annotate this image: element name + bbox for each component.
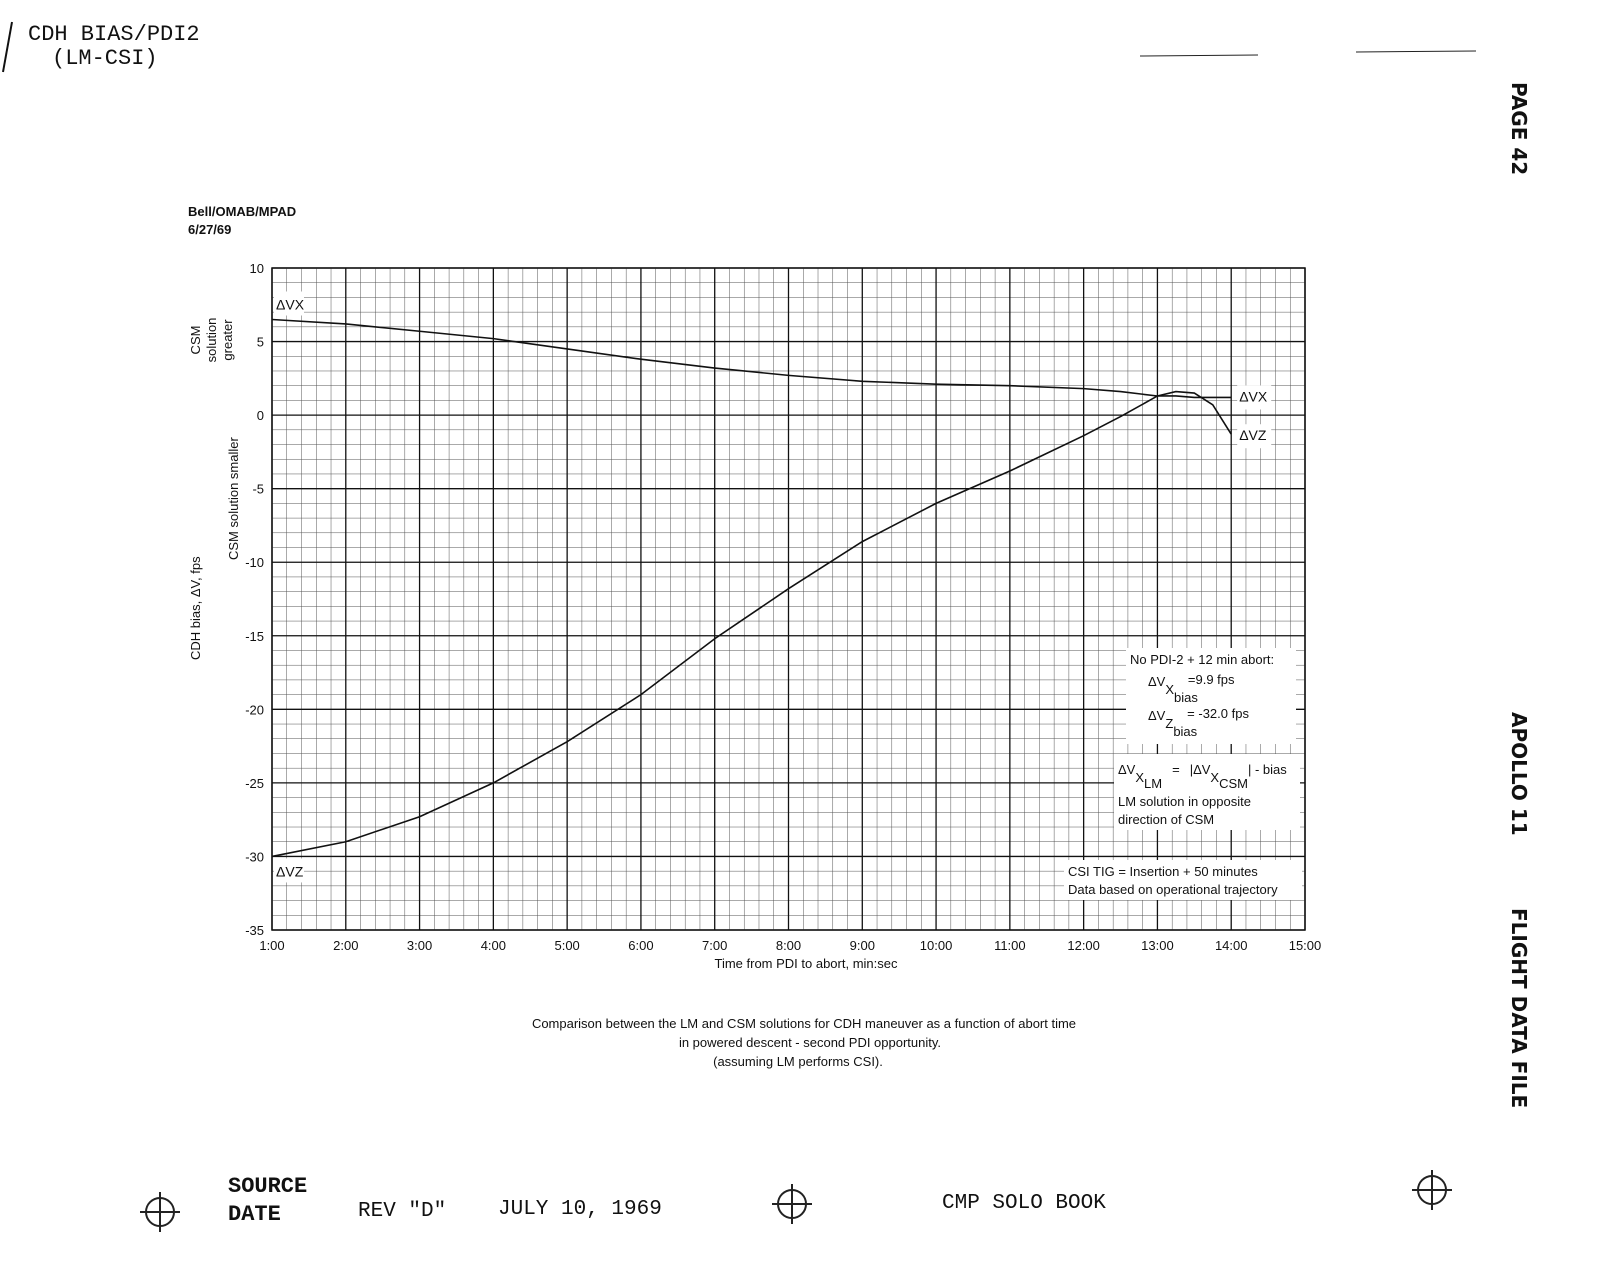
y-tick-label: -15 <box>245 629 264 644</box>
header-subtitle: (LM-CSI) <box>52 46 158 71</box>
header-title: CDH BIAS/PDI2 <box>28 22 200 47</box>
book-name: FLIGHT DATA FILE <box>1507 908 1531 1108</box>
annotation-text: Data based on operational trajectory <box>1068 882 1278 897</box>
series-label-bg <box>1237 385 1272 410</box>
x-tick-label: 11:00 <box>994 938 1026 953</box>
y-tick-label: -5 <box>252 482 264 497</box>
annotation-text: No PDI-2 + 12 min abort: <box>1130 652 1274 667</box>
footer: SOURCE DATE REV "D" JULY 10, 1969 CMP SO… <box>140 1170 1452 1232</box>
y-tick-label: -25 <box>245 776 264 791</box>
y-tick-label: -30 <box>245 849 264 864</box>
x-tick-label: 12:00 <box>1067 938 1100 953</box>
annotation-box <box>1064 860 1302 900</box>
margin-mark <box>2 21 13 73</box>
y-tick-label: 10 <box>250 261 264 276</box>
x-tick-label: 3:00 <box>407 938 432 953</box>
x-tick-label: 13:00 <box>1141 938 1174 953</box>
x-tick-label: 14:00 <box>1215 938 1248 953</box>
annotation-abort: No PDI-2 + 12 min abort: ΔVXbias=9.9 fps… <box>1126 648 1296 744</box>
caption: Comparison between the LM and CSM soluti… <box>532 1016 1076 1031</box>
series-label: ΔVX <box>1239 388 1268 404</box>
registration-mark <box>140 1170 1452 1232</box>
page-number: PAGE 42 <box>1507 82 1531 175</box>
y-tick-label: -35 <box>245 923 264 938</box>
annotation-text: ΔVXbias=9.9 fps <box>1148 672 1235 705</box>
y-tick-label: 0 <box>257 408 264 423</box>
annotation-text: direction of CSM <box>1118 812 1214 827</box>
y-axis-label: CDH bias, ΔV, fps <box>188 556 203 660</box>
series-label-bg <box>1237 424 1272 449</box>
x-tick-label: 1:00 <box>259 938 284 953</box>
series-label: ΔVX <box>276 296 305 312</box>
mission: APOLLO 11 <box>1507 712 1531 836</box>
annotation-text: LM solution in opposite <box>1118 794 1251 809</box>
annotation-text: ΔVXLM= |ΔVXCSM| - bias <box>1118 762 1287 791</box>
footer-rev: REV "D" <box>358 1200 446 1223</box>
series-label-bg <box>274 291 304 316</box>
annotation-text: ΔVZbias= -32.0 fps <box>1148 706 1249 739</box>
x-tick-label: 7:00 <box>702 938 727 953</box>
x-tick-label: 4:00 <box>481 938 506 953</box>
chart-source: Bell/OMAB/MPAD <box>188 204 296 219</box>
y-tick-label: -20 <box>245 702 264 717</box>
footer-label: DATE <box>228 1202 281 1227</box>
footer-date: JULY 10, 1969 <box>498 1198 662 1221</box>
annotation-formula: ΔVXLM= |ΔVXCSM| - bias LM solution in opp… <box>1114 754 1300 830</box>
y-tick-label: -10 <box>245 555 264 570</box>
annotation-text: CSI TIG = Insertion + 50 minutes <box>1068 864 1258 879</box>
x-tick-label: 15:00 <box>1289 938 1322 953</box>
x-tick-label: 8:00 <box>776 938 801 953</box>
annotation-csi: CSI TIG = Insertion + 50 minutes Data ba… <box>1064 860 1302 900</box>
series-label: ΔVZ <box>1239 427 1267 443</box>
caption: in powered descent - second PDI opportun… <box>679 1035 941 1050</box>
rule <box>1139 54 1259 57</box>
plot: -35 -30 -25 -20 -15 -10 -5 0 5 10 1:00 2:00 3:00 4:00… <box>245 261 1321 953</box>
series-line <box>271 390 1232 858</box>
y-axis-note: greater <box>220 319 235 361</box>
x-tick-label: 9:00 <box>850 938 875 953</box>
chart-source-date: 6/27/69 <box>188 222 231 237</box>
footer-book: CMP SOLO BOOK <box>942 1192 1106 1215</box>
y-axis-note: solution <box>204 318 219 363</box>
x-tick-label: 5:00 <box>554 938 579 953</box>
annotation-box <box>1126 648 1296 744</box>
series-line <box>271 318 1232 399</box>
rule <box>1355 50 1477 53</box>
footer-label: SOURCE <box>228 1174 307 1199</box>
x-axis-label: Time from PDI to abort, min:sec <box>714 956 898 971</box>
y-tick-label: 5 <box>257 335 264 350</box>
y-axis-note: CSM <box>188 326 203 355</box>
x-tick-label: 10:00 <box>920 938 953 953</box>
caption: (assuming LM performs CSI). <box>713 1054 883 1069</box>
x-tick-label: 2:00 <box>333 938 358 953</box>
series-label: ΔVZ <box>276 863 304 879</box>
x-tick-label: 6:00 <box>628 938 653 953</box>
series-label-bg <box>274 858 304 883</box>
annotation-box <box>1114 754 1300 830</box>
y-axis-note: CSM solution smaller <box>226 437 241 560</box>
